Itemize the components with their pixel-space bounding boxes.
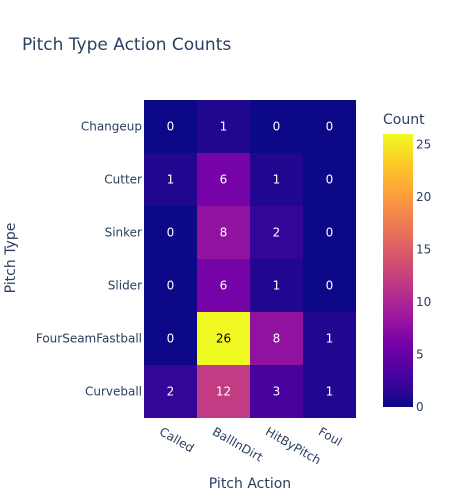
heatmap-cell-fourseamfastball-foul [303, 312, 356, 365]
cell-value-label: 1 [326, 332, 334, 346]
heatmap-cell-curveball-ballindirt [197, 365, 250, 418]
cell-value-label: 0 [167, 332, 175, 346]
heatmap-cell-cutter-called [144, 153, 197, 206]
colorbar-tick-label: 10 [416, 295, 431, 309]
cell-value-label: 0 [167, 226, 175, 240]
heatmap-cell-sinker-ballindirt [197, 206, 250, 259]
cell-value-label: 3 [273, 385, 281, 399]
cell-value-label: 12 [216, 385, 231, 399]
chart-title: Pitch Type Action Counts [22, 35, 231, 55]
cell-value-label: 8 [273, 332, 281, 346]
heatmap-cell-fourseamfastball-called [144, 312, 197, 365]
y-tick-label: Changeup [81, 120, 142, 134]
heatmap-cell-sinker-foul [303, 206, 356, 259]
heatmap-cell-curveball-hitbypitch [250, 365, 303, 418]
y-tick-label: FourSeamFastball [36, 332, 142, 346]
heatmap-cell-curveball-called [144, 365, 197, 418]
colorbar-tick-label: 25 [416, 138, 431, 152]
y-tick-label: Sinker [105, 226, 142, 240]
colorbar [383, 134, 413, 407]
heatmap-cell-sinker-hitbypitch [250, 206, 303, 259]
cell-value-label: 1 [273, 279, 281, 293]
heatmap-cell-sinker-called [144, 206, 197, 259]
colorbar-tick-label: 5 [416, 348, 424, 362]
y-tick-label: Slider [108, 279, 142, 293]
x-axis-title: Pitch Action [209, 476, 291, 492]
cell-value-label: 6 [220, 279, 228, 293]
heatmap-cell-fourseamfastball-hitbypitch [250, 312, 303, 365]
x-tick-label: Foul [316, 424, 344, 449]
heatmap-cell-cutter-foul [303, 153, 356, 206]
cell-value-label: 2 [273, 226, 281, 240]
y-axis-ticks: Changeup Cutter Sinker Slider FourSeamFastba… [36, 120, 142, 399]
y-axis-title: Pitch Type [3, 223, 19, 294]
cell-value-label: 1 [326, 385, 334, 399]
heatmap-cell-labels: 0 1 0 01 6 1 00 8 2 00 6 1 00 26 8 12 12 3 1 [167, 120, 334, 399]
heatmap-cell-changeup-hitbypitch [250, 100, 303, 153]
heatmap-cells [144, 100, 356, 418]
cell-value-label: 0 [326, 226, 334, 240]
heatmap-cell-changeup-ballindirt [197, 100, 250, 153]
heatmap-cell-changeup-called [144, 100, 197, 153]
heatmap-cell-slider-hitbypitch [250, 259, 303, 312]
heatmap-cell-cutter-hitbypitch [250, 153, 303, 206]
cell-value-label: 1 [220, 120, 228, 134]
heatmap-cell-slider-called [144, 259, 197, 312]
y-tick-label: Curveball [85, 385, 142, 399]
colorbar-tick-label: 15 [416, 243, 431, 257]
cell-value-label: 0 [326, 279, 334, 293]
x-tick-label: HitByPitch [263, 424, 323, 467]
heatmap-cell-curveball-foul [303, 365, 356, 418]
colorbar-tick-label: 20 [416, 190, 431, 204]
cell-value-label: 0 [326, 173, 334, 187]
heatmap-cell-slider-foul [303, 259, 356, 312]
cell-value-label: 0 [167, 120, 175, 134]
cell-value-label: 2 [167, 385, 175, 399]
colorbar-title: Count [383, 112, 425, 128]
y-tick-label: Cutter [104, 173, 142, 187]
x-tick-label: BallInDirt [210, 424, 265, 464]
heatmap-cell-cutter-ballindirt [197, 153, 250, 206]
cell-value-label: 26 [216, 332, 231, 346]
heatmap-cell-slider-ballindirt [197, 259, 250, 312]
heatmap-cell-changeup-foul [303, 100, 356, 153]
colorbar-tick-label: 0 [416, 400, 424, 414]
cell-value-label: 8 [220, 226, 228, 240]
cell-value-label: 6 [220, 173, 228, 187]
colorbar-ticks: 0 5 10 15 20 25 [416, 138, 431, 415]
cell-value-label: 0 [273, 120, 281, 134]
x-tick-label: Called [157, 424, 196, 455]
cell-value-label: 1 [273, 173, 281, 187]
cell-value-label: 0 [326, 120, 334, 134]
heatmap-cell-fourseamfastball-ballindirt [197, 312, 250, 365]
cell-value-label: 1 [167, 173, 175, 187]
cell-value-label: 0 [167, 279, 175, 293]
